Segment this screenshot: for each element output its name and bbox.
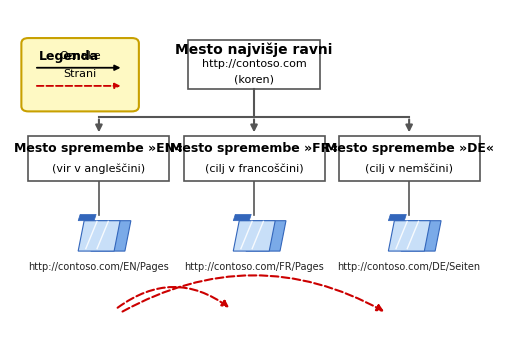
Text: Oznake: Oznake (59, 51, 101, 61)
Text: (cilj v nemščini): (cilj v nemščini) (365, 163, 453, 174)
FancyBboxPatch shape (183, 136, 325, 181)
Polygon shape (78, 221, 120, 251)
Polygon shape (78, 214, 96, 221)
Text: (vir v angleščini): (vir v angleščini) (52, 163, 145, 174)
Polygon shape (91, 221, 131, 251)
Text: Mesto najvišje ravni: Mesto najvišje ravni (175, 42, 333, 57)
Text: http://contoso.com/EN/Pages: http://contoso.com/EN/Pages (28, 262, 169, 271)
Text: Legenda: Legenda (39, 50, 99, 63)
Polygon shape (233, 221, 275, 251)
Polygon shape (401, 221, 441, 251)
Text: Strani: Strani (64, 69, 97, 79)
FancyBboxPatch shape (188, 40, 320, 89)
Polygon shape (388, 214, 406, 221)
Text: (cilj v francoščini): (cilj v francoščini) (205, 163, 303, 174)
Text: http://contoso.com/DE/Seiten: http://contoso.com/DE/Seiten (338, 262, 481, 271)
Polygon shape (388, 221, 430, 251)
Text: http://contoso.com: http://contoso.com (202, 59, 306, 69)
Text: (koren): (koren) (234, 74, 274, 84)
FancyBboxPatch shape (28, 136, 170, 181)
Polygon shape (246, 221, 286, 251)
Text: Mesto spremembe »FR«: Mesto spremembe »FR« (170, 142, 338, 155)
Polygon shape (233, 214, 251, 221)
Text: Mesto spremembe »EN«: Mesto spremembe »EN« (14, 142, 183, 155)
Text: http://contoso.com/FR/Pages: http://contoso.com/FR/Pages (184, 262, 324, 271)
Text: Mesto spremembe »DE«: Mesto spremembe »DE« (325, 142, 494, 155)
FancyBboxPatch shape (21, 38, 139, 111)
FancyBboxPatch shape (339, 136, 480, 181)
